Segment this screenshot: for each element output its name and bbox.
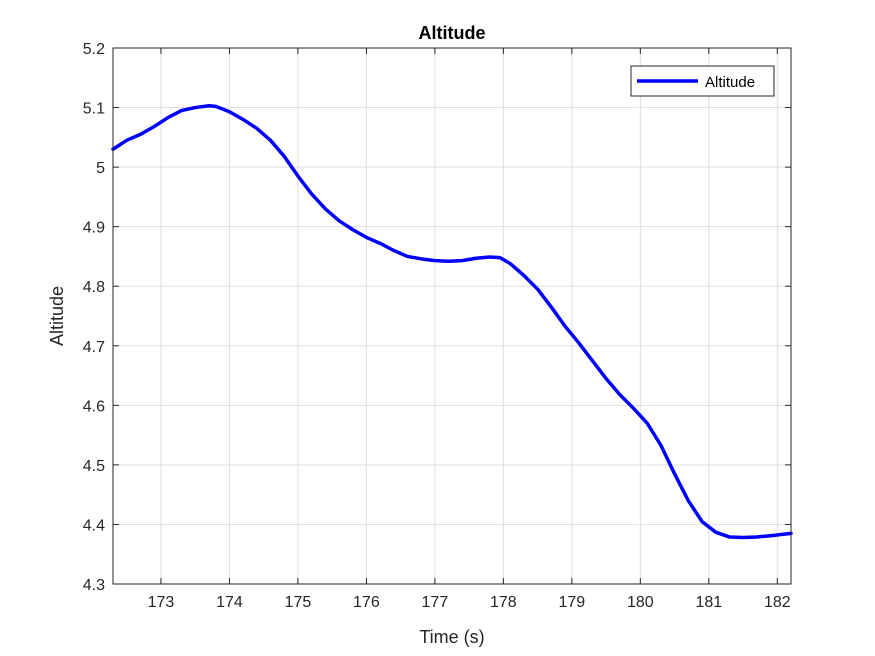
chart-title: Altitude <box>419 23 486 43</box>
axes <box>112 47 792 585</box>
x-tick-label: 176 <box>353 594 380 611</box>
x-tick-label: 179 <box>558 594 585 611</box>
series-line-altitude <box>111 104 793 540</box>
y-tick-label: 5.2 <box>83 41 105 58</box>
y-tick-label: 4.3 <box>83 577 105 594</box>
legend-label-altitude: Altitude <box>705 74 755 91</box>
x-tick-label: 178 <box>490 594 517 611</box>
x-tick-label: 174 <box>216 594 243 611</box>
y-tick-label: 4.4 <box>83 517 105 534</box>
y-tick-label: 5.1 <box>83 101 105 118</box>
legend: Altitude <box>630 65 775 97</box>
y-tick-label: 4.7 <box>83 339 105 356</box>
y-tick-label: 4.5 <box>83 458 105 475</box>
y-tick-label: 5 <box>96 160 105 177</box>
axes-box <box>112 47 792 585</box>
x-tick-label: 175 <box>285 594 312 611</box>
y-tick-label: 4.6 <box>83 398 105 415</box>
tick-labels: 173 174 175 176 177 178 179 180 181 182 4.3 4.4 4.5 4… <box>83 41 791 611</box>
x-axis-label: Time (s) <box>419 627 484 647</box>
x-tick-label: 173 <box>148 594 175 611</box>
x-tick-label: 181 <box>695 594 722 611</box>
x-tick-label: 182 <box>764 594 791 611</box>
y-tick-label: 4.8 <box>83 279 105 296</box>
plot-area <box>113 48 791 584</box>
y-tick-label: 4.9 <box>83 220 105 237</box>
series-layer <box>111 104 793 540</box>
x-tick-label: 177 <box>422 594 449 611</box>
y-axis-label: Altitude <box>47 286 67 346</box>
x-tick-label: 180 <box>627 594 654 611</box>
